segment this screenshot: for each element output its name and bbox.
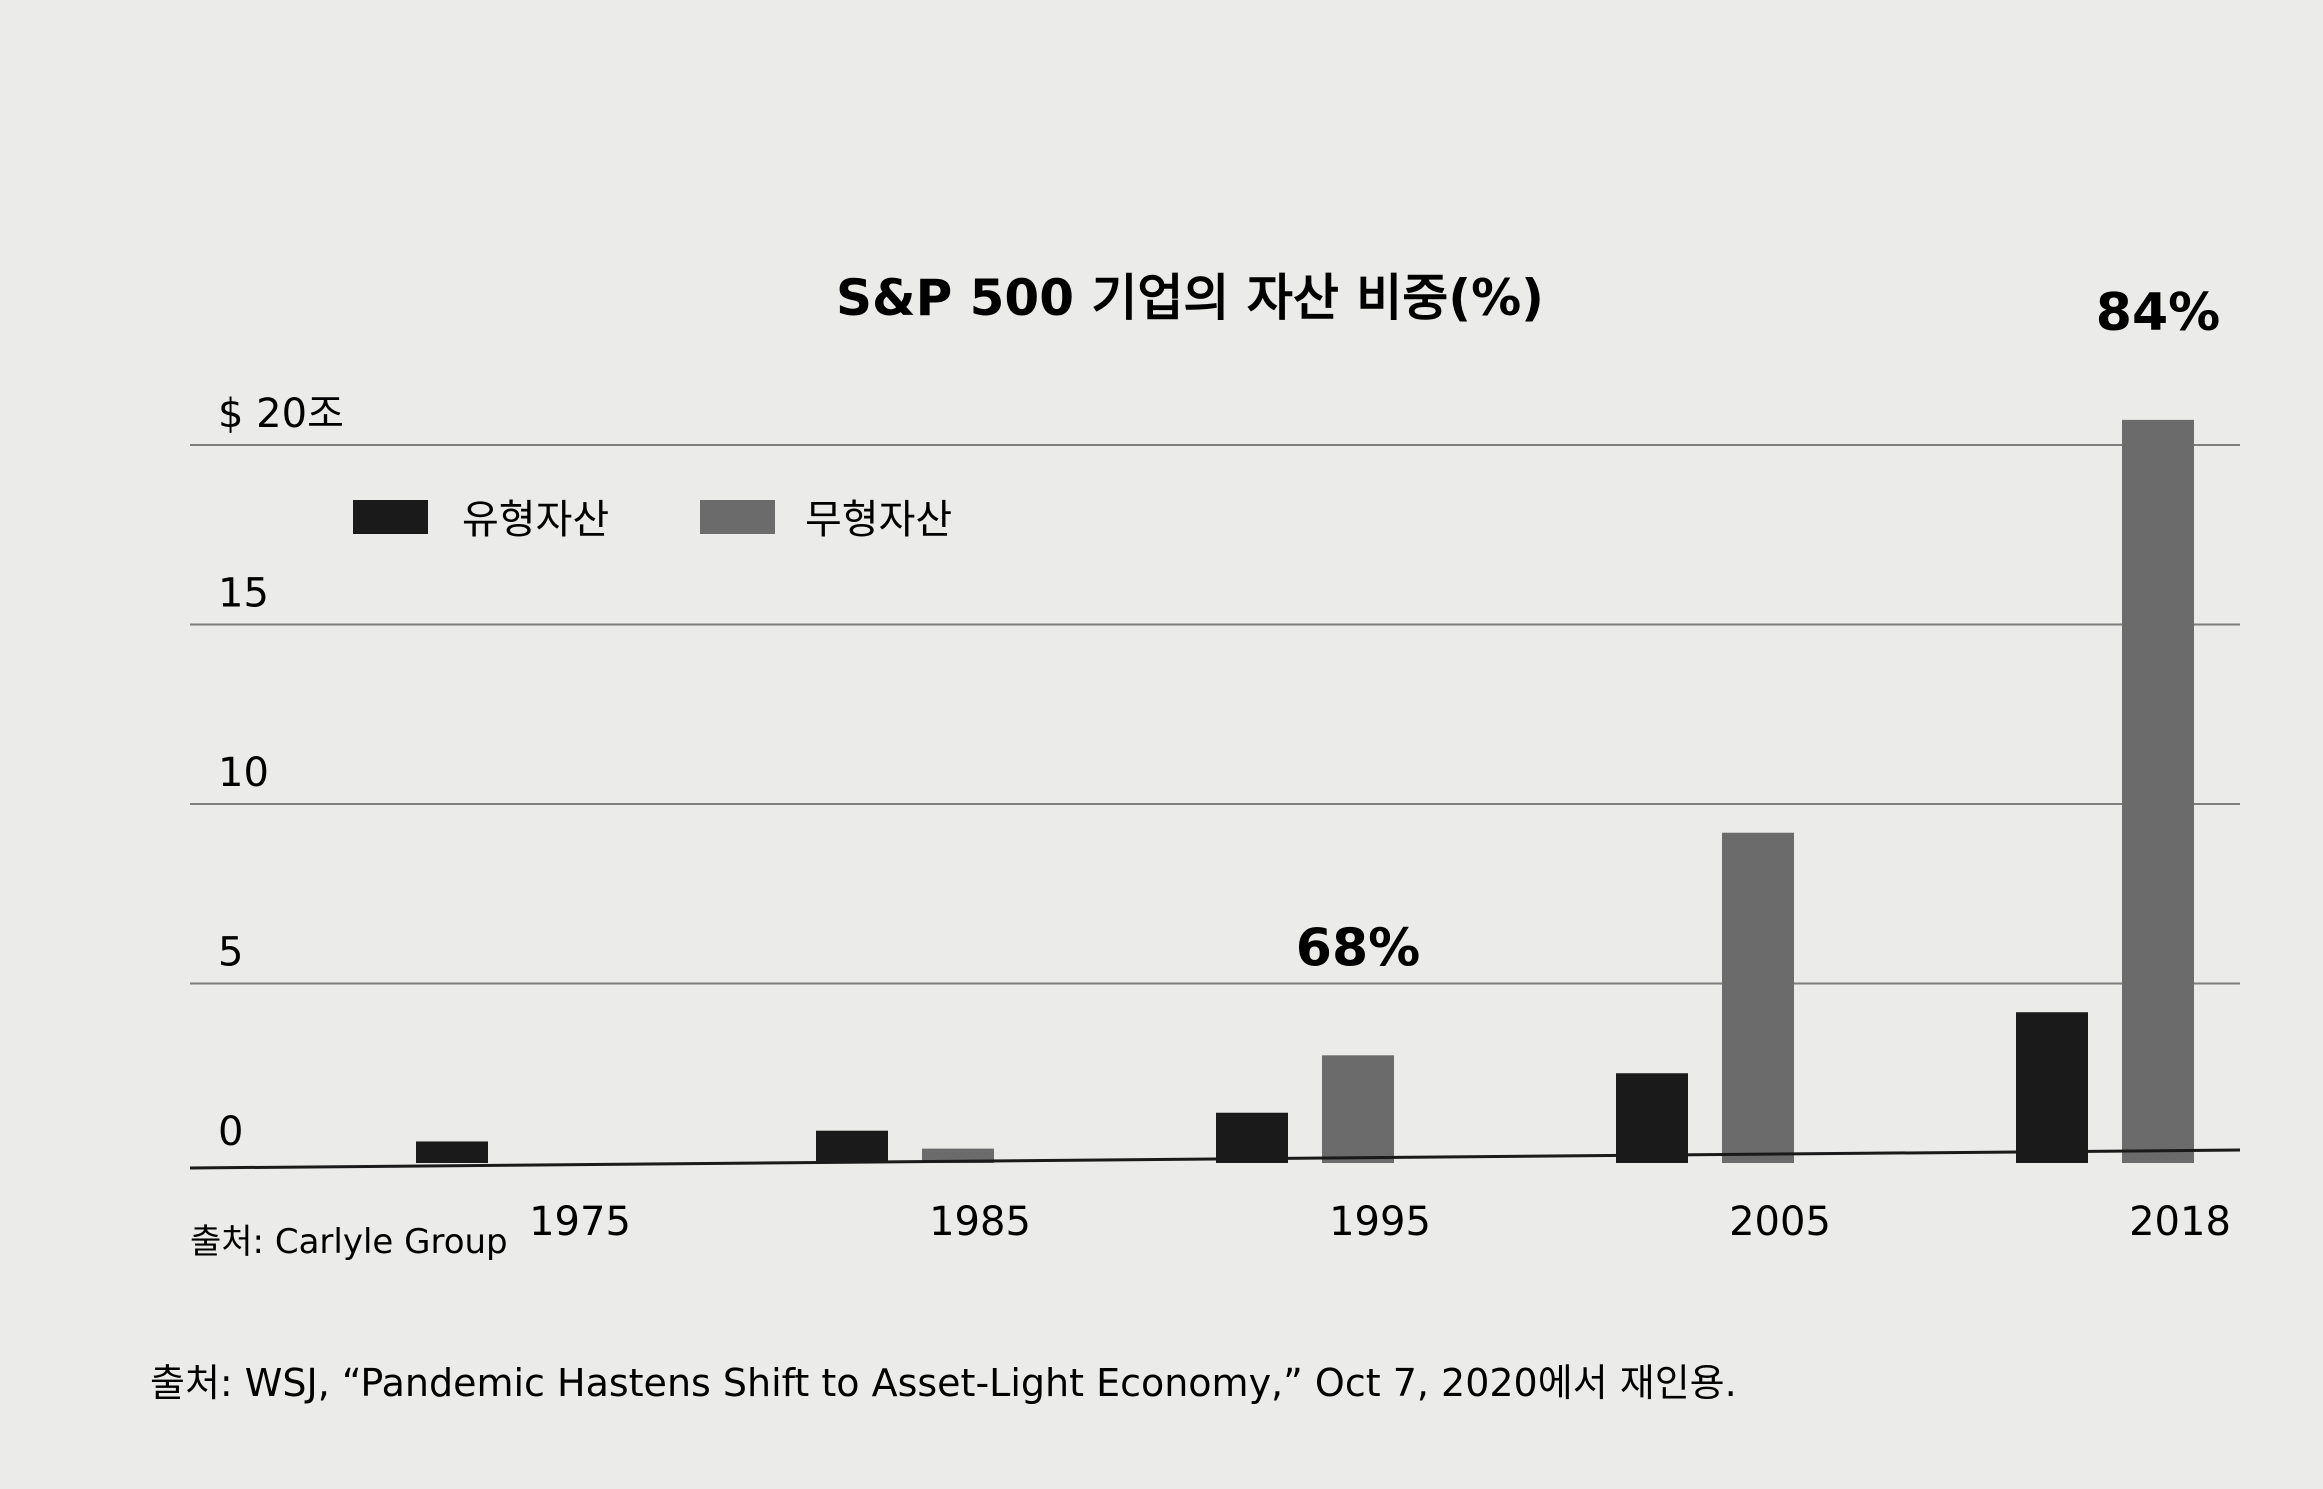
y-tick-label: 5 bbox=[218, 930, 243, 976]
footnote: 출처: WSJ, “Pandemic Hastens Shift to Asse… bbox=[150, 1361, 1737, 1405]
x-tick-label: 1995 bbox=[1329, 1199, 1431, 1245]
bar-tangible-2018 bbox=[2016, 1012, 2088, 1163]
x-axis-ticks: 1975 1985 1995 2005 2018 bbox=[529, 1199, 2231, 1245]
grid-lines bbox=[190, 444, 2240, 985]
y-tick-label: $ 20조 bbox=[218, 391, 344, 437]
bar-tangible-2005 bbox=[1616, 1073, 1688, 1163]
x-tick-label: 1975 bbox=[529, 1199, 631, 1245]
bar-tangible-1995 bbox=[1216, 1112, 1288, 1163]
y-tick-label: 0 bbox=[218, 1109, 243, 1155]
bar-intangible-2018 bbox=[2122, 419, 2194, 1163]
chart-title: S&P 500 기업의 자산 비중(%) bbox=[836, 269, 1544, 327]
bar-intangible-1995 bbox=[1322, 1055, 1394, 1163]
x-axis-line bbox=[189, 1148, 2241, 1170]
legend-label-intangible: 무형자산 bbox=[805, 497, 952, 543]
percent-annotation: 84% bbox=[2096, 283, 2220, 343]
legend-swatch-intangible bbox=[700, 500, 775, 534]
y-axis-ticks: 0 5 10 15 $ 20조 bbox=[218, 391, 344, 1155]
bar-tangible-1975 bbox=[416, 1141, 488, 1163]
legend-swatch-tangible bbox=[353, 500, 428, 534]
chart-source: 출처: Carlyle Group bbox=[190, 1222, 508, 1262]
bar-intangible-2005 bbox=[1722, 832, 1794, 1163]
percent-annotation: 68% bbox=[1296, 918, 1420, 978]
x-tick-label: 1985 bbox=[929, 1199, 1031, 1245]
percent-annotations: 68% 84% bbox=[1296, 283, 2220, 978]
bars bbox=[416, 419, 2194, 1163]
x-tick-label: 2018 bbox=[2129, 1199, 2231, 1245]
legend: 유형자산 무형자산 bbox=[353, 497, 952, 543]
y-tick-label: 10 bbox=[218, 750, 269, 796]
bar-intangible-1985 bbox=[922, 1148, 994, 1163]
legend-label-tangible: 유형자산 bbox=[462, 497, 609, 543]
x-tick-label: 2005 bbox=[1729, 1199, 1831, 1245]
y-tick-label: 15 bbox=[218, 571, 269, 617]
bar-tangible-1985 bbox=[816, 1130, 888, 1163]
